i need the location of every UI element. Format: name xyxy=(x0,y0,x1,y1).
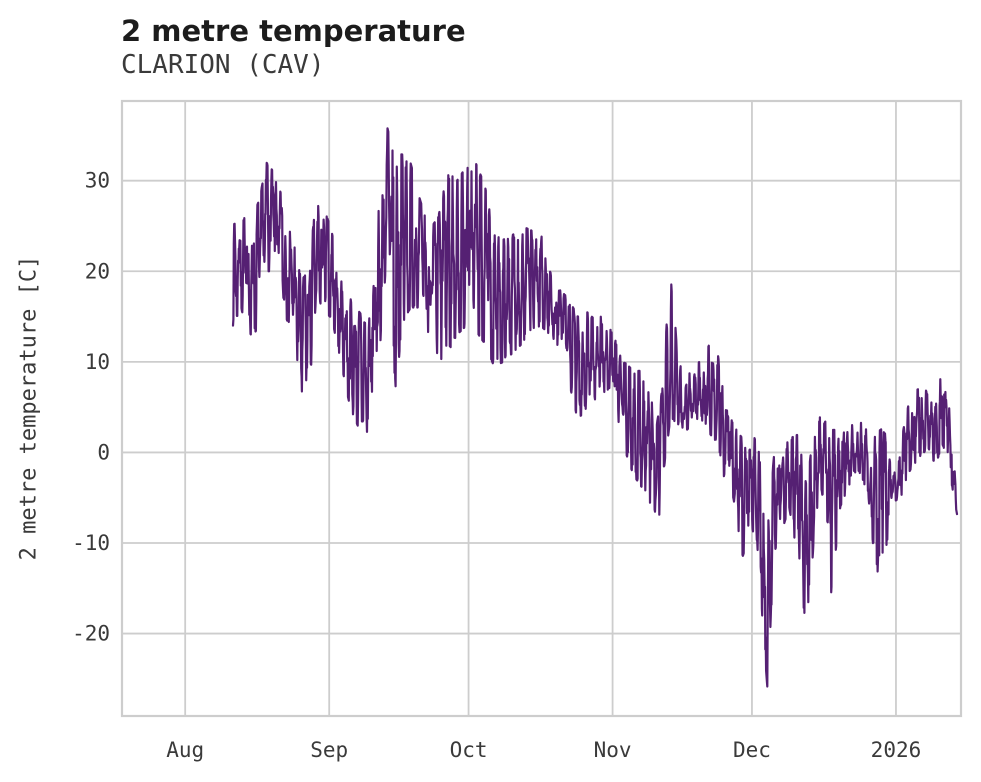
y-tick-label: 20 xyxy=(85,259,110,283)
temperature-line xyxy=(231,127,959,688)
x-tick-label: Aug xyxy=(166,738,204,762)
x-tick-label: Nov xyxy=(594,738,632,762)
y-tick-label: -20 xyxy=(72,622,110,646)
x-tick-label: 2026 xyxy=(871,738,922,762)
chart-subtitle: CLARION (CAV) xyxy=(121,50,325,80)
chart-title: 2 metre temperature xyxy=(121,14,466,48)
y-tick-label: 30 xyxy=(85,169,110,193)
x-tick-label: Dec xyxy=(733,738,771,762)
plot-border xyxy=(120,99,963,718)
y-tick-label: -10 xyxy=(72,531,110,555)
x-tick-label: Oct xyxy=(450,738,488,762)
y-tick-label: 0 xyxy=(97,440,110,464)
y-tick-label: 10 xyxy=(85,350,110,374)
x-tick-label: Sep xyxy=(310,738,348,762)
